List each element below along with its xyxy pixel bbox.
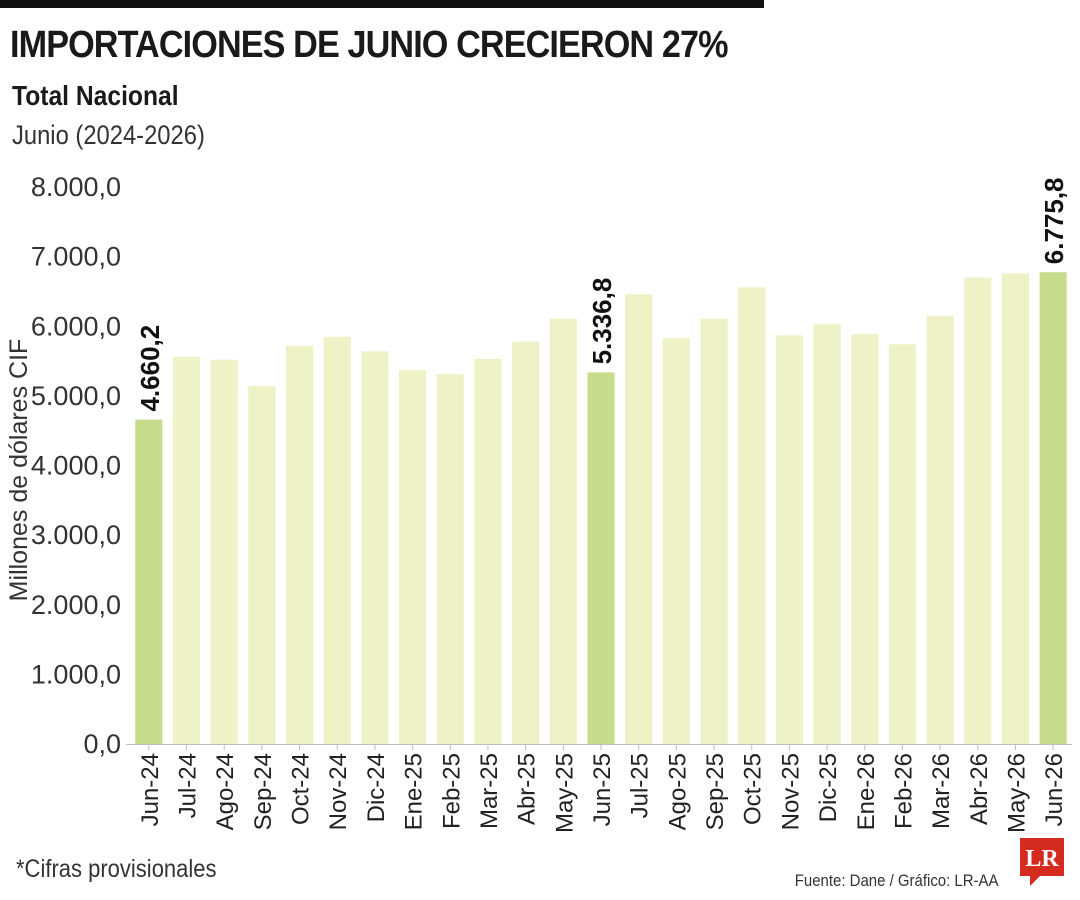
bar-jun-25 [587,372,615,744]
bar-jun-24 [135,419,163,744]
x-tick-label: Sep-25 [702,753,729,830]
bar-oct-25 [738,287,766,744]
bar-feb-26 [888,344,917,744]
data-label: 5.336,8 [587,278,617,365]
x-tick-label: Ago-24 [212,753,239,830]
data-labels: 4.660,2 5.336,8 6.775,8 [135,177,1069,411]
y-axis-label: Millones de dólares CIF [5,339,33,602]
bar-abr-25 [512,341,540,744]
x-tick-label: Abr-25 [514,753,541,825]
bar-mar-25 [474,358,502,744]
bar-mar-26 [926,315,954,744]
bar-ago-25 [662,338,690,744]
bar-ene-26 [851,333,879,744]
y-tick-label: 8.000,0 [31,172,121,202]
y-tick-label: 7.000,0 [31,242,121,272]
x-tick-label: Oct-24 [288,753,315,825]
y-tick-label: 0,0 [83,729,121,759]
x-tick-label: Dic-25 [815,753,842,822]
bar-nov-24 [323,336,351,744]
x-tick-label: Nov-25 [777,753,804,830]
bar-jun-26 [1039,272,1067,744]
x-tick-label: Jul-25 [627,753,654,818]
x-tick-label: Nov-24 [325,753,352,830]
x-tick-label: Abr-26 [966,753,993,825]
y-tick-label: 3.000,0 [31,520,121,550]
x-tick-label: Ene-26 [853,753,880,830]
y-tick-label: 4.000,0 [31,451,121,481]
bar-jul-24 [172,356,201,744]
x-tick-label: May-26 [1003,753,1030,833]
chart-title: IMPORTACIONES DE JUNIO CRECIERON 27% [10,24,728,66]
bar-jul-25 [625,294,653,744]
bar-sep-25 [700,318,728,744]
x-tick-label: Oct-25 [740,753,767,825]
x-tick-label: Mar-26 [928,753,955,829]
top-rule [0,0,764,8]
y-tick-label: 1.000,0 [31,659,121,689]
x-tick-label: Ago-25 [664,753,691,830]
x-tick-label: Jun-24 [137,753,164,826]
chart-period: Junio (2024-2026) [12,120,205,150]
logo-badge [1020,838,1064,886]
x-tick-label: Dic-24 [363,753,390,822]
x-tick-label: Jun-26 [1041,753,1068,826]
bar-may-25 [549,318,577,744]
data-label: 6.775,8 [1039,177,1069,264]
y-tick-label: 2.000,0 [31,590,121,620]
bars [135,272,1067,744]
y-tick-label: 5.000,0 [31,381,121,411]
x-tick-label: Feb-26 [890,753,917,829]
lr-logo: LR [1020,838,1064,886]
bar-dic-25 [813,324,841,744]
bar-dic-24 [361,351,389,744]
x-tick-label: Feb-25 [438,753,465,829]
x-tick-label: May-25 [551,753,578,833]
bar-feb-25 [436,374,464,744]
x-tick-label: Sep-24 [250,753,277,830]
chart-subtitle: Total Nacional [12,80,179,111]
y-tick-label: 6.000,0 [31,311,121,341]
bar-nov-25 [775,335,803,744]
x-tick-label: Ene-25 [401,753,428,830]
logo-text: LR [1025,846,1059,872]
data-label: 4.660,2 [135,325,165,412]
x-axis: Jun-24 Jul-24 Ago-24 Sep-24 Oct-24 Nov-24 Dic-… [137,744,1068,833]
bar-ago-24 [210,359,238,744]
y-axis: 0,0 1.000,0 2.000,0 3.000,0 4.000,0 5.000,0 6.… [31,172,121,759]
bar-oct-24 [285,345,314,744]
footnote: *Cifras provisionales [16,855,217,883]
x-tick-label: Jun-25 [589,753,616,826]
bar-abr-26 [964,277,992,744]
source-credit: Fuente: Dane / Gráfico: LR-AA [794,871,998,890]
bar-sep-24 [248,386,276,744]
bar-ene-25 [399,370,427,744]
x-tick-label: Jul-24 [175,753,202,818]
x-tick-label: Mar-25 [476,753,503,829]
bar-may-26 [1001,273,1030,744]
